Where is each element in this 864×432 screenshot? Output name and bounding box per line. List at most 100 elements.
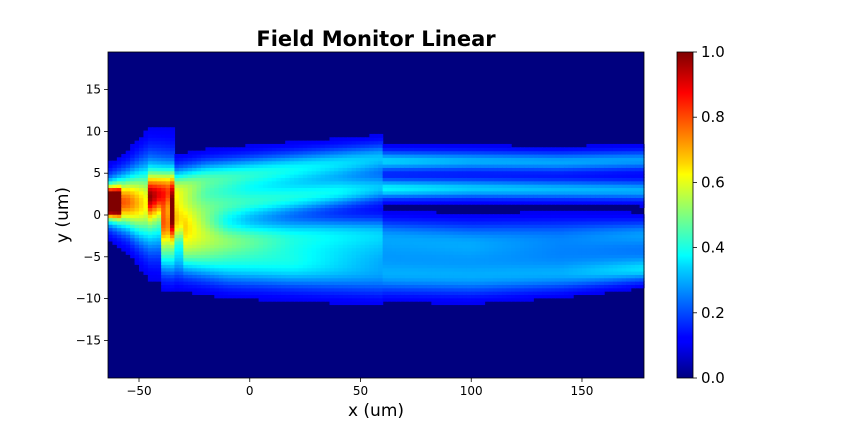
- heatmap-cell: [338, 147, 344, 152]
- heatmap-cell: [387, 210, 393, 215]
- heatmap-cell: [165, 147, 171, 152]
- heatmap-cell: [302, 250, 308, 255]
- heatmap-cell: [426, 147, 432, 152]
- heatmap-cell: [271, 264, 277, 269]
- heatmap-cell: [342, 153, 348, 158]
- heatmap-cell: [307, 167, 313, 172]
- heatmap-cell: [382, 244, 388, 249]
- heatmap-cell: [316, 180, 322, 185]
- heatmap-cell: [409, 197, 415, 202]
- heatmap-cell: [369, 210, 375, 215]
- heatmap-cell: [550, 294, 557, 299]
- heatmap-cell: [568, 194, 574, 199]
- heatmap-cell: [342, 207, 348, 212]
- heatmap-cell: [152, 224, 158, 229]
- heatmap-cell: [511, 257, 517, 262]
- heatmap-cell: [240, 227, 246, 232]
- heatmap-cell: [351, 137, 357, 142]
- heatmap-cell: [156, 164, 162, 168]
- heatmap-cell: [289, 297, 295, 302]
- heatmap-cell: [147, 157, 153, 162]
- heatmap-cell: [294, 224, 300, 229]
- heatmap-cell: [223, 157, 229, 162]
- heatmap-cell: [586, 184, 592, 189]
- heatmap-cell: [263, 167, 269, 172]
- heatmap-cell: [267, 194, 273, 199]
- heatmap-cell: [333, 294, 339, 299]
- heatmap-cell: [347, 264, 353, 269]
- heatmap-cell: [236, 204, 242, 209]
- heatmap-cell: [453, 153, 459, 158]
- heatmap-cell: [528, 291, 534, 296]
- heatmap-cell: [564, 250, 570, 255]
- heatmap-cell: [143, 130, 149, 135]
- heatmap-cell: [196, 281, 202, 285]
- heatmap-cell: [174, 267, 180, 272]
- heatmap-cell: [245, 220, 251, 225]
- heatmap-cell: [555, 267, 561, 272]
- heatmap-cell: [280, 217, 286, 222]
- heatmap-cell: [364, 160, 370, 165]
- heatmap-cell: [480, 147, 486, 152]
- heatmap-cell: [599, 234, 605, 239]
- heatmap-cell: [325, 187, 331, 192]
- heatmap-cell: [360, 267, 366, 272]
- heatmap-cell: [205, 150, 211, 155]
- heatmap-cell: [289, 220, 295, 225]
- heatmap-cell: [364, 194, 370, 199]
- heatmap-cell: [457, 254, 463, 259]
- heatmap-cell: [497, 237, 503, 242]
- heatmap-cell: [311, 287, 317, 292]
- heatmap-cell: [294, 287, 300, 292]
- heatmap-cell: [236, 244, 242, 249]
- heatmap-cell: [249, 187, 255, 192]
- heatmap-cell: [604, 257, 610, 262]
- heatmap-cell: [502, 147, 508, 152]
- heatmap-cell: [338, 294, 344, 299]
- heatmap-cell: [564, 210, 570, 215]
- heatmap-cell: [143, 170, 149, 175]
- heatmap-cell: [276, 294, 282, 299]
- heatmap-cell: [391, 244, 397, 249]
- heatmap-cell: [599, 157, 605, 162]
- heatmap-cell: [373, 217, 379, 222]
- heatmap-cell: [125, 160, 131, 165]
- heatmap-cell: [333, 247, 339, 252]
- heatmap-cell: [263, 271, 269, 275]
- heatmap-cell: [577, 230, 583, 235]
- heatmap-cell: [422, 274, 428, 279]
- heatmap-cell: [307, 281, 313, 285]
- heatmap-cell: [289, 167, 295, 172]
- heatmap-cell: [590, 250, 596, 255]
- heatmap-cell: [205, 264, 211, 269]
- heatmap-cell: [546, 230, 552, 235]
- heatmap-cell: [333, 254, 339, 259]
- heatmap-cell: [418, 220, 424, 225]
- heatmap-cell: [573, 153, 579, 158]
- heatmap-cell: [493, 214, 499, 219]
- heatmap-cell: [480, 274, 486, 279]
- heatmap-cell: [573, 227, 579, 232]
- heatmap-cell: [240, 207, 246, 212]
- heatmap-cell: [586, 257, 592, 262]
- heatmap-cell: [466, 147, 472, 152]
- heatmap-cell: [418, 291, 424, 296]
- heatmap-cell: [515, 153, 521, 158]
- heatmap-cell: [165, 204, 171, 209]
- heatmap-cell: [546, 150, 552, 155]
- heatmap-cell: [347, 177, 353, 182]
- heatmap-cell: [493, 170, 499, 175]
- heatmap-cell: [285, 297, 291, 302]
- heatmap-cell: [325, 164, 331, 168]
- heatmap-cell: [369, 274, 375, 279]
- heatmap-cell: [484, 240, 490, 245]
- heatmap-cell: [515, 184, 521, 189]
- heatmap-cell: [564, 237, 570, 242]
- heatmap-cell: [573, 277, 579, 282]
- heatmap-cell: [130, 167, 136, 172]
- heatmap-cell: [320, 147, 326, 152]
- heatmap-cell: [356, 164, 362, 168]
- heatmap-cell: [449, 200, 455, 205]
- heatmap-cell: [604, 244, 610, 249]
- heatmap-cell: [170, 180, 176, 185]
